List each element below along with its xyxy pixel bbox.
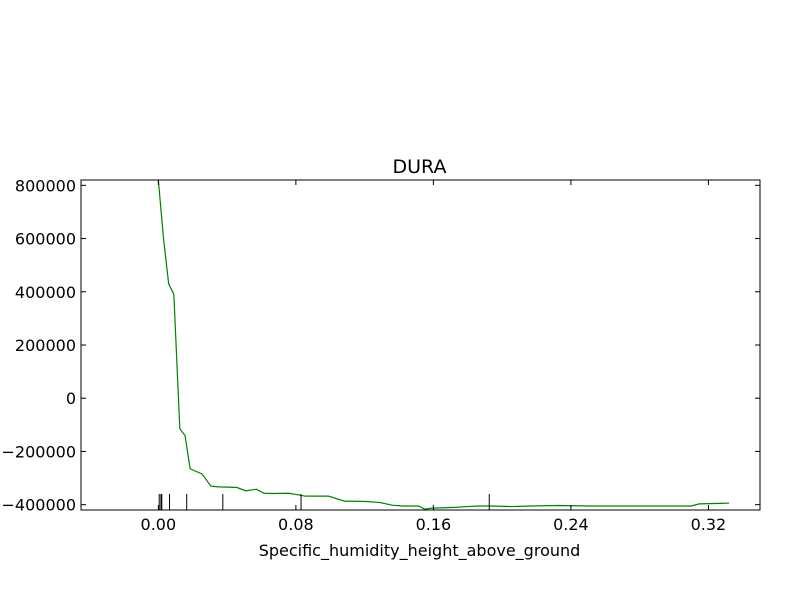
x-axis-label: Specific_humidity_height_above_ground xyxy=(259,541,581,561)
y-tick-label: 200000 xyxy=(15,336,76,355)
rug-marks xyxy=(158,494,490,510)
y-tick-label: 600000 xyxy=(15,230,76,249)
axes-frame xyxy=(80,179,761,511)
y-tick-label: −200000 xyxy=(2,442,76,461)
x-tick-label: 0.00 xyxy=(141,515,177,534)
x-tick-label: 0.32 xyxy=(691,515,727,534)
x-axis-ticks: 0.00 0.08 0.16 0.24 0.32 xyxy=(141,180,727,534)
y-axis-ticks: 800000 600000 400000 200000 0 −200000 −400000 xyxy=(2,176,760,515)
y-tick-label: 800000 xyxy=(15,176,76,195)
x-tick-label: 0.08 xyxy=(278,515,314,534)
x-tick-label: 0.24 xyxy=(553,515,589,534)
y-tick-label: 400000 xyxy=(15,283,76,302)
series-line-0 xyxy=(157,180,730,510)
x-tick-label: 0.16 xyxy=(416,515,452,534)
y-tick-label: 0 xyxy=(66,389,76,408)
chart-title: DURA xyxy=(393,156,447,178)
plot-area xyxy=(157,180,730,510)
y-tick-label: −400000 xyxy=(2,496,76,515)
